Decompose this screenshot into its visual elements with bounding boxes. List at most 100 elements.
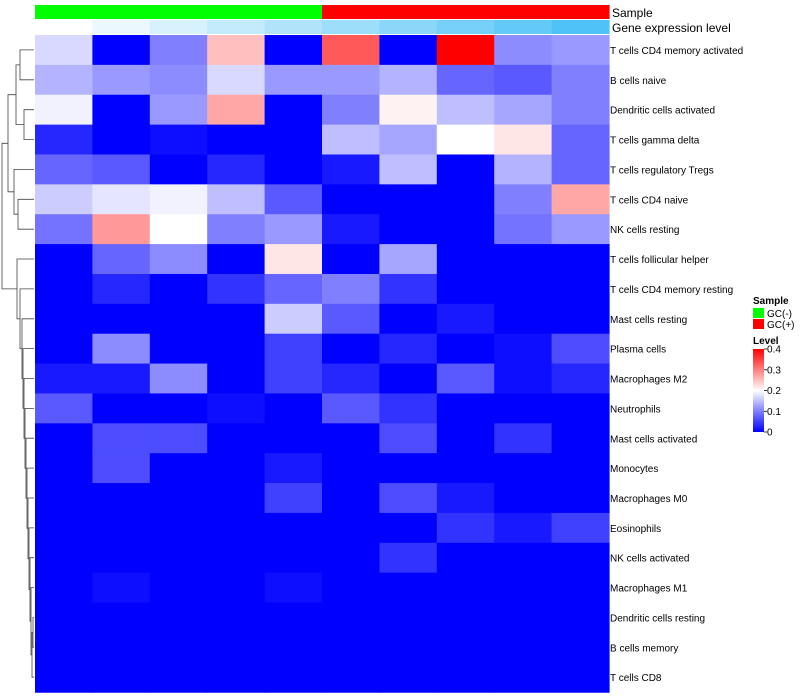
heatmap-cell [379,662,438,693]
row-label: Monocytes [610,464,658,475]
heatmap-cell [551,423,610,454]
heatmap-cell [436,662,495,693]
heatmap-cell [436,214,495,245]
heatmap-cell [92,303,151,335]
heatmap-cell [322,214,380,245]
heatmap-cell [379,303,438,335]
dendrogram-branch [1,142,17,290]
row-label: Macrophages M2 [610,375,688,386]
heatmap-cell [494,512,553,544]
heatmap-cell [207,94,266,126]
heatmap-cell [149,602,208,633]
dendrogram-branch [30,587,34,656]
heatmap-cell [264,214,323,245]
heatmap-cell [207,542,266,574]
heatmap-cell [207,184,266,215]
heatmap-cell [494,184,553,215]
legend-level-tick-label: 0 [767,428,773,439]
heatmap-cell [322,662,380,693]
heatmap-cell [149,363,208,395]
legend-level-title: Level [753,336,779,347]
heatmap-cell [379,423,438,454]
heatmap-cell [551,244,610,275]
heatmap-cell [264,393,323,424]
heatmap-cell [264,423,323,454]
heatmap-cell [379,64,438,96]
heatmap-cell [92,453,151,484]
legend-level-tick-label: 0.4 [767,345,781,356]
heatmap-cell [436,453,495,484]
expression-annotation-cell [436,20,495,34]
row-dendrogram [1,49,34,678]
heatmap-cell [149,453,208,484]
dendrogram-branch [19,49,34,81]
heatmap-cell [322,94,380,126]
heatmap-cell [92,423,151,454]
heatmap-cell [551,35,610,66]
heatmap-cell [551,662,610,693]
heatmap-cell [551,303,610,335]
legend-level-colorbar [753,349,764,432]
heatmap-cell [149,423,208,454]
heatmap-cell [551,124,610,156]
heatmap-cell [379,512,438,544]
heatmap-cell [207,363,266,395]
sample-annotation-cell [149,5,208,19]
heatmap-cell [494,94,553,126]
heatmap-cell [494,154,553,185]
heatmap-cell [35,363,93,395]
heatmap-cell [551,154,610,185]
dendrogram-branch [13,169,34,215]
heatmap-cell [207,632,266,663]
heatmap-cell [551,333,610,365]
heatmap-cell [551,483,610,514]
heatmap-cell [551,393,610,424]
heatmap-cell [379,244,438,275]
heatmap-cell [35,632,93,663]
heatmap-cell [35,542,93,574]
heatmap-cell [149,632,208,663]
heatmap-cell [436,64,495,96]
heatmap-cell [92,333,151,365]
dendrogram-branch [17,198,34,230]
heatmap-cell [35,184,93,215]
heatmap-cell [149,572,208,604]
heatmap-cell [551,94,610,126]
heatmap-cell [436,94,495,126]
heatmap-cell [207,512,266,544]
dendrogram-branch [7,94,16,193]
heatmap-cell [551,363,610,395]
heatmap-cell [207,453,266,484]
heatmap-cells [35,35,610,693]
heatmap-cell [322,64,380,96]
heatmap-cell [379,483,438,514]
heatmap-cell [149,512,208,544]
heatmap-cell [436,483,495,514]
heatmap-cell [264,184,323,215]
row-label: Macrophages M0 [610,494,688,505]
heatmap-cell [92,35,151,66]
heatmap-cell [149,303,208,335]
heatmap-cell [92,512,151,544]
heatmap-cell [207,662,266,693]
heatmap-cell [207,572,266,604]
row-label: T cells CD8 [610,673,662,684]
sample-annotation-cell [207,5,266,19]
heatmap-cell [207,393,266,424]
heatmap-cell [35,124,93,156]
row-label: T cells CD4 memory activated [610,46,743,57]
heatmap-cell [35,602,93,633]
heatmap-cell [436,124,495,156]
heatmap-cell [322,483,380,514]
sample-annotation-cell [551,5,610,19]
heatmap-cell [149,154,208,185]
heatmap-cell [207,333,266,365]
heatmap-cell [494,35,553,66]
heatmap-cell [379,333,438,365]
heatmap-cell [494,303,553,335]
legend-label-gc-neg: GC(-) [767,309,792,320]
expression-annotation-label: Gene expression level [612,21,731,35]
heatmap-cell [322,542,380,574]
heatmap-cell [35,572,93,604]
heatmap-cell [436,363,495,395]
